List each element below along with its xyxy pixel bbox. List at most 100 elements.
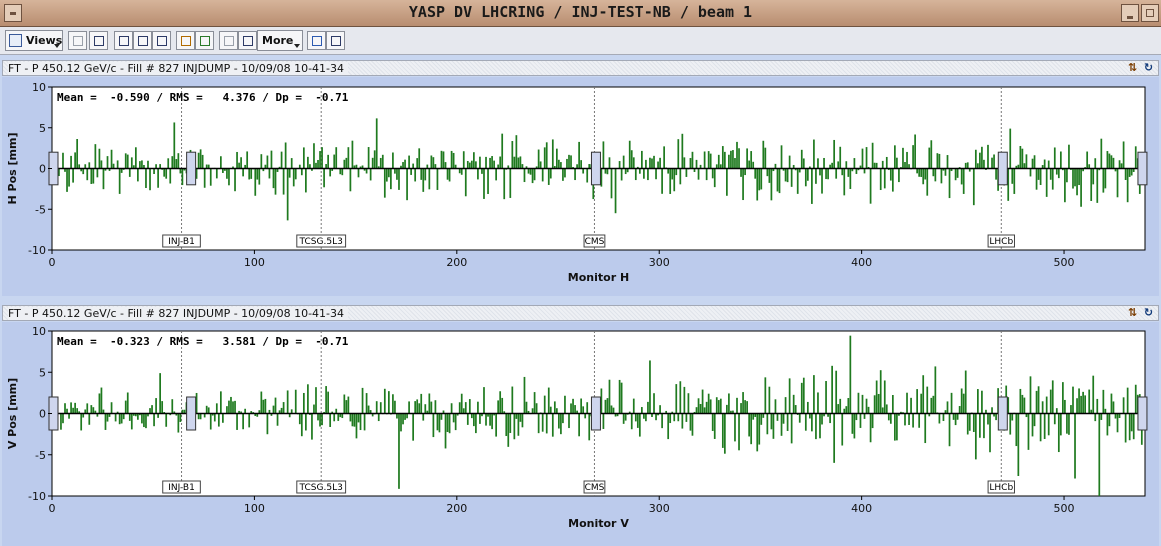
bar xyxy=(412,413,415,441)
bar xyxy=(481,413,483,417)
chart-h[interactable]: INJ-B1 TCSG.5L3 CMS LHCb Mean = -0.590 / RMS… xyxy=(2,77,1159,296)
window-menu-icon[interactable] xyxy=(4,4,22,22)
table-grey-button[interactable] xyxy=(219,31,238,50)
layout-grid-button[interactable] xyxy=(89,31,108,50)
bar xyxy=(242,413,244,430)
refresh-icon[interactable]: ↻ xyxy=(1143,61,1154,74)
zoom-icon[interactable]: ⇅ xyxy=(1127,306,1138,319)
bar xyxy=(1021,394,1024,414)
bar xyxy=(809,166,811,169)
views-button[interactable]: Views xyxy=(5,30,63,51)
bar xyxy=(863,168,866,174)
bar xyxy=(96,413,99,417)
views-label: Views xyxy=(26,34,63,47)
bar xyxy=(424,168,427,181)
bar xyxy=(673,168,676,192)
bar xyxy=(740,168,742,177)
bar xyxy=(983,413,985,439)
bar xyxy=(564,168,566,178)
bar xyxy=(778,168,781,194)
view-b-button[interactable] xyxy=(133,31,152,50)
print-button[interactable] xyxy=(326,31,345,50)
ip-box xyxy=(997,396,1008,431)
bar xyxy=(1082,168,1084,172)
list-button[interactable] xyxy=(195,31,214,50)
bar xyxy=(74,402,76,414)
y-axis-label: V Pos [mm] xyxy=(6,378,19,449)
marker-label: LHCb xyxy=(989,483,1013,493)
y-tick-label: -5 xyxy=(35,449,46,462)
bar xyxy=(118,413,121,425)
layout-single-button[interactable] xyxy=(68,31,87,50)
export-button[interactable] xyxy=(307,31,326,50)
bar xyxy=(993,413,995,417)
bar xyxy=(278,410,281,414)
bar xyxy=(673,413,676,422)
bar xyxy=(568,154,570,169)
bar xyxy=(434,400,437,414)
bar xyxy=(509,168,512,198)
bar xyxy=(920,168,923,177)
bar xyxy=(754,413,757,417)
bar xyxy=(580,398,583,414)
bar xyxy=(752,161,755,169)
bar xyxy=(768,386,771,414)
table-button[interactable] xyxy=(238,31,257,50)
bar xyxy=(238,410,240,414)
bar xyxy=(960,168,963,185)
bar xyxy=(207,407,210,414)
bar xyxy=(270,413,273,416)
bar xyxy=(290,158,293,169)
view-c-button[interactable] xyxy=(152,31,171,50)
refresh-icon[interactable]: ↻ xyxy=(1143,306,1154,319)
bar xyxy=(1078,168,1080,186)
bar xyxy=(468,162,471,169)
bar xyxy=(195,168,198,179)
bar xyxy=(82,168,85,175)
bar xyxy=(873,162,876,169)
bar xyxy=(491,156,493,169)
bar xyxy=(867,166,870,169)
bar xyxy=(284,142,287,169)
bar xyxy=(361,165,364,169)
bar xyxy=(254,413,257,417)
bar xyxy=(511,386,514,414)
maximize-icon[interactable] xyxy=(1141,4,1159,22)
bar xyxy=(576,410,578,414)
bar xyxy=(695,159,698,169)
zoom-icon[interactable]: ⇅ xyxy=(1127,61,1138,74)
bar xyxy=(964,370,967,414)
bar xyxy=(1130,413,1133,432)
bar xyxy=(837,404,840,414)
bar xyxy=(683,386,686,414)
bar xyxy=(88,162,91,169)
bar xyxy=(1080,168,1082,207)
view-a-button[interactable] xyxy=(114,31,133,50)
title-bar[interactable]: YASP DV LHCRING / INJ-TEST-NB / beam 1 xyxy=(0,0,1161,27)
more-button[interactable]: More xyxy=(257,30,303,51)
bar xyxy=(203,413,206,418)
minimize-icon[interactable] xyxy=(1121,4,1139,22)
bar xyxy=(845,161,848,169)
bar xyxy=(373,150,376,169)
bar xyxy=(764,147,767,169)
bar xyxy=(94,144,97,169)
bar xyxy=(993,154,995,169)
window-title: YASP DV LHCRING / INJ-TEST-NB / beam 1 xyxy=(408,3,753,21)
bar xyxy=(839,146,842,169)
bar xyxy=(236,151,238,169)
bar xyxy=(428,393,431,414)
bar xyxy=(758,168,761,191)
bar xyxy=(752,413,755,420)
bar xyxy=(896,413,898,441)
bar xyxy=(122,413,125,420)
bar xyxy=(715,164,718,169)
bar xyxy=(711,413,714,431)
bar xyxy=(1021,148,1024,169)
settings-button[interactable] xyxy=(176,31,195,50)
bar xyxy=(270,150,273,169)
bar xyxy=(288,413,291,418)
bar xyxy=(823,413,825,417)
chart-v[interactable]: INJ-B1 TCSG.5L3 CMS LHCb Mean = -0.323 / RMS… xyxy=(2,322,1159,546)
bar xyxy=(256,413,259,417)
